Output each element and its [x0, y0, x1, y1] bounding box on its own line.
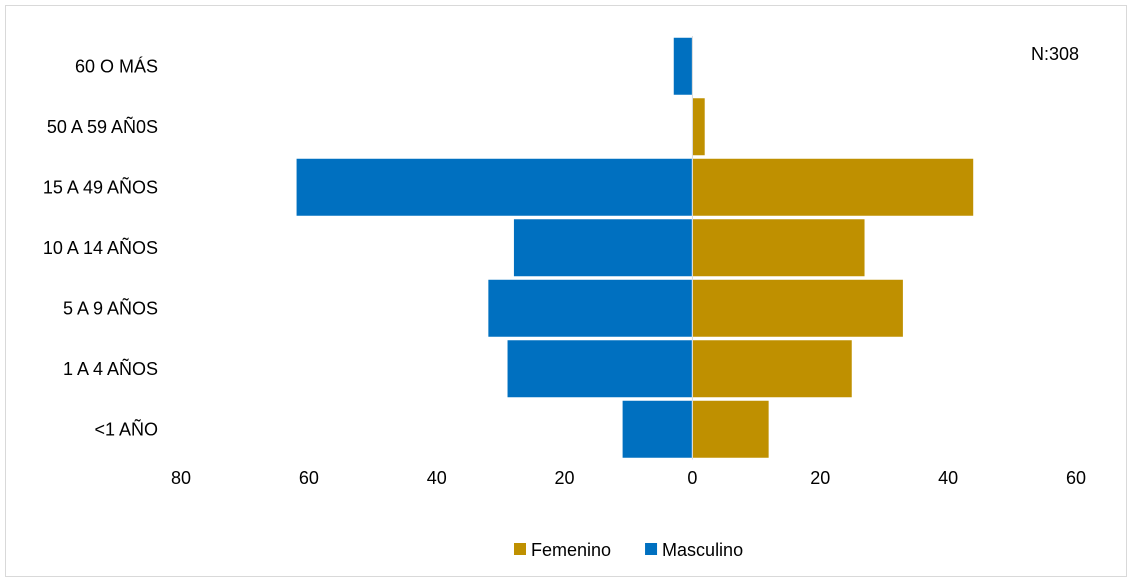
x-tick-label: 80	[171, 468, 191, 488]
bar-femenino-50-a-59-a-0s	[691, 97, 706, 157]
legend-swatch-masculino	[645, 543, 658, 555]
x-tick-label: 20	[810, 468, 830, 488]
category-label-5-a-9-a-os: 5 A 9 AÑOS	[63, 297, 158, 318]
category-label-1-a-o: <1 AÑO	[94, 418, 158, 439]
bar-masculino-1-a-4-a-os	[506, 339, 693, 399]
legend-label-masculino: Masculino	[662, 540, 743, 560]
category-label-15-a-49-a-os: 15 A 49 AÑOS	[43, 176, 158, 197]
category-label-50-a-59-a-0s: 50 A 59 AÑ0S	[47, 116, 158, 137]
bar-femenino-1-a-o	[691, 399, 770, 459]
x-tick-label: 60	[1066, 468, 1086, 488]
category-label-10-a-14-a-os: 10 A 14 AÑOS	[43, 237, 158, 258]
x-axis-tick-labels: 80 60 40 20 0 20 40 60	[171, 468, 1086, 488]
x-tick-label: 60	[299, 468, 319, 488]
bar-femenino-5-a-9-a-os	[691, 278, 904, 338]
bar-femenino-10-a-14-a-os	[691, 218, 866, 278]
x-tick-label: 40	[427, 468, 447, 488]
bar-masculino-15-a-49-a-os	[295, 157, 693, 217]
x-tick-label: 0	[687, 468, 697, 488]
category-label-1-a-4-a-os: 1 A 4 AÑOS	[63, 358, 158, 379]
bar-masculino-1-a-o	[621, 399, 693, 459]
legend: Femenino Masculino	[514, 540, 743, 560]
legend-label-femenino: Femenino	[531, 540, 611, 560]
bar-masculino-5-a-9-a-os	[487, 278, 693, 338]
category-label-60-o-m-s: 60 O MÁS	[75, 56, 158, 76]
category-labels: 60 O MÁS 50 A 59 AÑ0S 15 A 49 AÑOS 10 A 14 …	[43, 56, 158, 439]
x-tick-label: 40	[938, 468, 958, 488]
bar-masculino-60-o-m-s	[672, 36, 693, 96]
x-tick-label: 20	[555, 468, 575, 488]
bars-layer	[295, 36, 975, 459]
bar-femenino-15-a-49-a-os	[691, 157, 975, 217]
sample-size-note: N:308	[1031, 44, 1079, 64]
bar-masculino-10-a-14-a-os	[512, 218, 693, 278]
legend-swatch-femenino	[514, 543, 526, 555]
bar-femenino-1-a-4-a-os	[691, 339, 853, 399]
